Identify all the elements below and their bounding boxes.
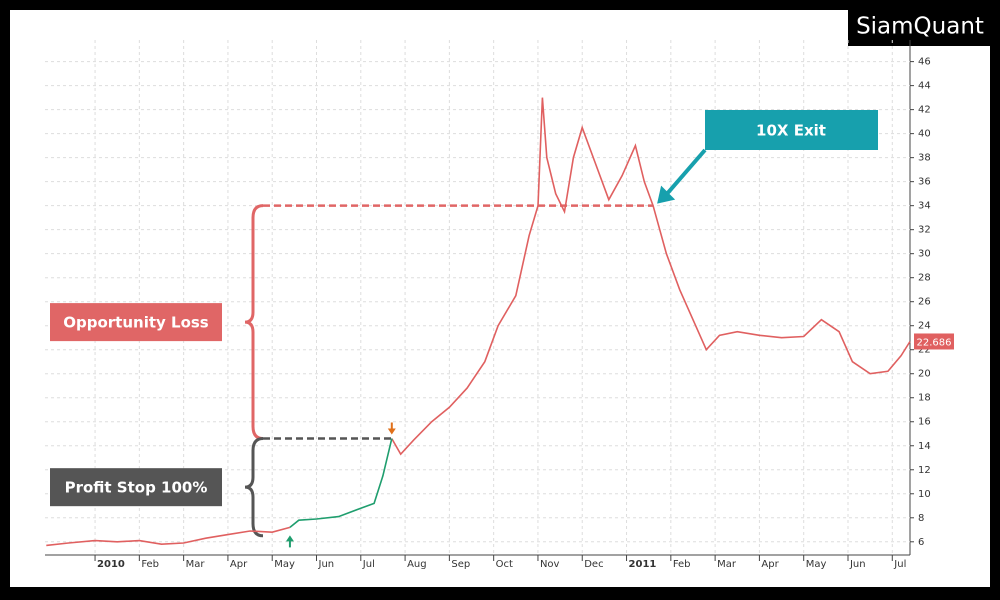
- x-tick-label: Apr: [761, 559, 779, 570]
- y-tick-label: 14: [918, 441, 931, 452]
- annotation-box: [705, 110, 878, 150]
- y-tick-label: 36: [918, 177, 931, 188]
- x-tick-label: Sep: [451, 559, 470, 570]
- y-tick-label: 12: [918, 465, 931, 476]
- x-tick-label: Feb: [141, 559, 159, 570]
- y-tick-label: 24: [918, 321, 931, 332]
- annotation-box: [50, 303, 222, 342]
- x-tick-label: Dec: [584, 559, 603, 570]
- annotation-label: Profit Stop 100%: [65, 479, 208, 497]
- y-tick-label: 10: [918, 489, 931, 500]
- y-tick-label: 16: [918, 417, 931, 428]
- brace: [244, 437, 264, 538]
- logo-tab: [848, 8, 992, 46]
- x-tick-label: Apr: [230, 559, 248, 570]
- x-tick-label: Mar: [186, 559, 206, 570]
- x-tick-label: Mar: [717, 559, 737, 570]
- y-tick-label: 46: [918, 57, 931, 68]
- brand: SiamQuant: [856, 14, 984, 40]
- x-tick-label: May: [806, 559, 827, 570]
- y-tick-label: 34: [918, 201, 931, 212]
- last-price-label: 22.686: [917, 337, 952, 348]
- brace: [244, 204, 264, 441]
- annotation-label: Opportunity Loss: [63, 314, 209, 332]
- last-price-tag: [914, 333, 954, 350]
- y-tick-label: 38: [918, 153, 931, 164]
- annotation-label: 10X Exit: [756, 122, 826, 140]
- price-line: [289, 438, 393, 529]
- y-tick-label: 40: [918, 129, 931, 140]
- entry-marker: [285, 535, 294, 548]
- y-tick-label: 20: [918, 369, 931, 380]
- annotation-box: [50, 468, 222, 507]
- y-tick-label: 6: [918, 537, 924, 548]
- arrow-shaft: [665, 148, 707, 195]
- x-tick-label: Feb: [673, 559, 691, 570]
- y-tick-label: 30: [918, 249, 931, 260]
- price-line: [46, 97, 911, 547]
- x-tick-label: Jul: [362, 559, 375, 570]
- x-tick-label: 2010: [97, 559, 125, 570]
- y-tick-label: 42: [918, 105, 931, 116]
- x-tick-label: 2011: [629, 559, 657, 570]
- x-tick-label: Aug: [407, 559, 427, 570]
- x-tick-label: Jun: [849, 559, 866, 570]
- x-tick-label: Jul: [893, 559, 906, 570]
- x-tick-label: Nov: [540, 559, 560, 570]
- x-tick-label: Jun: [318, 559, 335, 570]
- y-tick-label: 22: [918, 345, 931, 356]
- exit-marker: [387, 422, 396, 435]
- arrow-head: [657, 185, 676, 204]
- y-tick-label: 28: [918, 273, 931, 284]
- x-tick-label: Oct: [496, 559, 513, 570]
- y-tick-label: 8: [918, 513, 924, 524]
- y-tick-label: 32: [918, 225, 931, 236]
- y-tick-label: 18: [918, 393, 931, 404]
- y-tick-label: 26: [918, 297, 931, 308]
- y-tick-label: 44: [918, 81, 931, 92]
- x-tick-label: May: [274, 559, 295, 570]
